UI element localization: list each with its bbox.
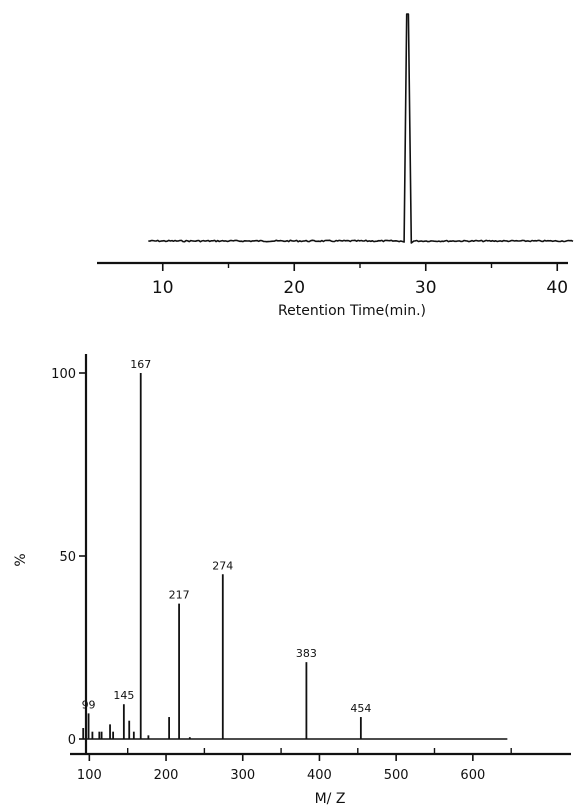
mass-spectrum-y-ticks: 0 50 100 (51, 367, 86, 748)
chromatogram-chart: 10 20 30 40 Retention Time(min.) (97, 13, 574, 319)
mass-spectrum-y-tick-label: 50 (59, 550, 76, 565)
mass-spectrum-chart: 0 50 100 100 200 300 400 500 600 99 145 167 217 274… (13, 354, 571, 807)
mass-spectrum-x-tick-label: 400 (307, 768, 332, 783)
mass-peak-label: 99 (82, 698, 96, 711)
mass-spectrum-y-tick-label: 0 (68, 733, 76, 748)
chromatogram-x-axis-label: Retention Time(min.) (278, 303, 426, 319)
mass-peak-label: 217 (169, 589, 190, 602)
chromatogram-x-tick-label: 20 (283, 278, 305, 298)
chromatogram-x-tick-label: 30 (415, 278, 437, 298)
chromatogram-x-tick-label: 40 (546, 278, 568, 298)
mass-peak-label: 167 (130, 358, 151, 371)
chromatogram-trace (148, 13, 574, 244)
chromatogram-x-tick-label: 10 (152, 278, 174, 298)
chromatogram-x-ticks: 10 20 30 40 (152, 263, 568, 298)
mass-spectrum-peaks: 99 145 167 217 274 383 454 (82, 358, 371, 739)
mass-spectrum-y-tick-label: 100 (51, 367, 76, 382)
mass-peak-label: 454 (350, 702, 371, 715)
mass-spectrum-y-axis-label: % (13, 553, 29, 566)
mass-spectrum-x-tick-label: 600 (460, 768, 485, 783)
mass-spectrum-x-tick-label: 500 (384, 768, 409, 783)
mass-spectrum-x-ticks: 100 200 300 400 500 600 (77, 748, 512, 783)
mass-peak-label: 145 (113, 689, 134, 702)
mass-spectrum-x-axis-label: M/ Z (315, 791, 346, 807)
mass-spectrum-x-tick-label: 200 (154, 768, 179, 783)
mass-spectrum-x-tick-label: 100 (77, 768, 102, 783)
mass-spectrum-x-tick-label: 300 (230, 768, 255, 783)
mass-peak-label: 274 (212, 559, 233, 572)
mass-peak-label: 383 (296, 647, 317, 660)
